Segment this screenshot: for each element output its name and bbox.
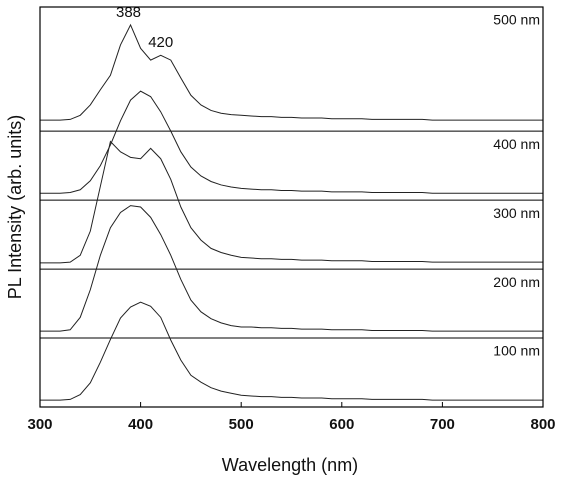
peak-annotation: 420 (148, 34, 173, 51)
y-axis-label: PL Intensity (arb. units) (5, 115, 25, 299)
x-tick-label: 800 (530, 416, 555, 433)
spectrum-line (40, 23, 543, 121)
panel-label: 300 nm (493, 205, 540, 221)
x-axis-label: Wavelength (nm) (222, 455, 358, 475)
spectrum-line (40, 90, 543, 194)
x-tick-label: 700 (430, 416, 455, 433)
spectrum-line (40, 301, 543, 401)
panel-label: 100 nm (493, 343, 540, 359)
panel-label: 500 nm (493, 12, 540, 28)
x-tick-label: 500 (229, 416, 254, 433)
x-tick-label: 400 (128, 416, 153, 433)
panel-label: 400 nm (493, 136, 540, 152)
spectrum-line (40, 140, 543, 264)
plot-frame (39, 6, 544, 408)
x-tick-label: 600 (329, 416, 354, 433)
spectrum-line (40, 205, 543, 332)
panel-label: 200 nm (493, 274, 540, 290)
peak-annotation: 388 (116, 4, 141, 21)
x-tick-label: 300 (27, 416, 52, 433)
